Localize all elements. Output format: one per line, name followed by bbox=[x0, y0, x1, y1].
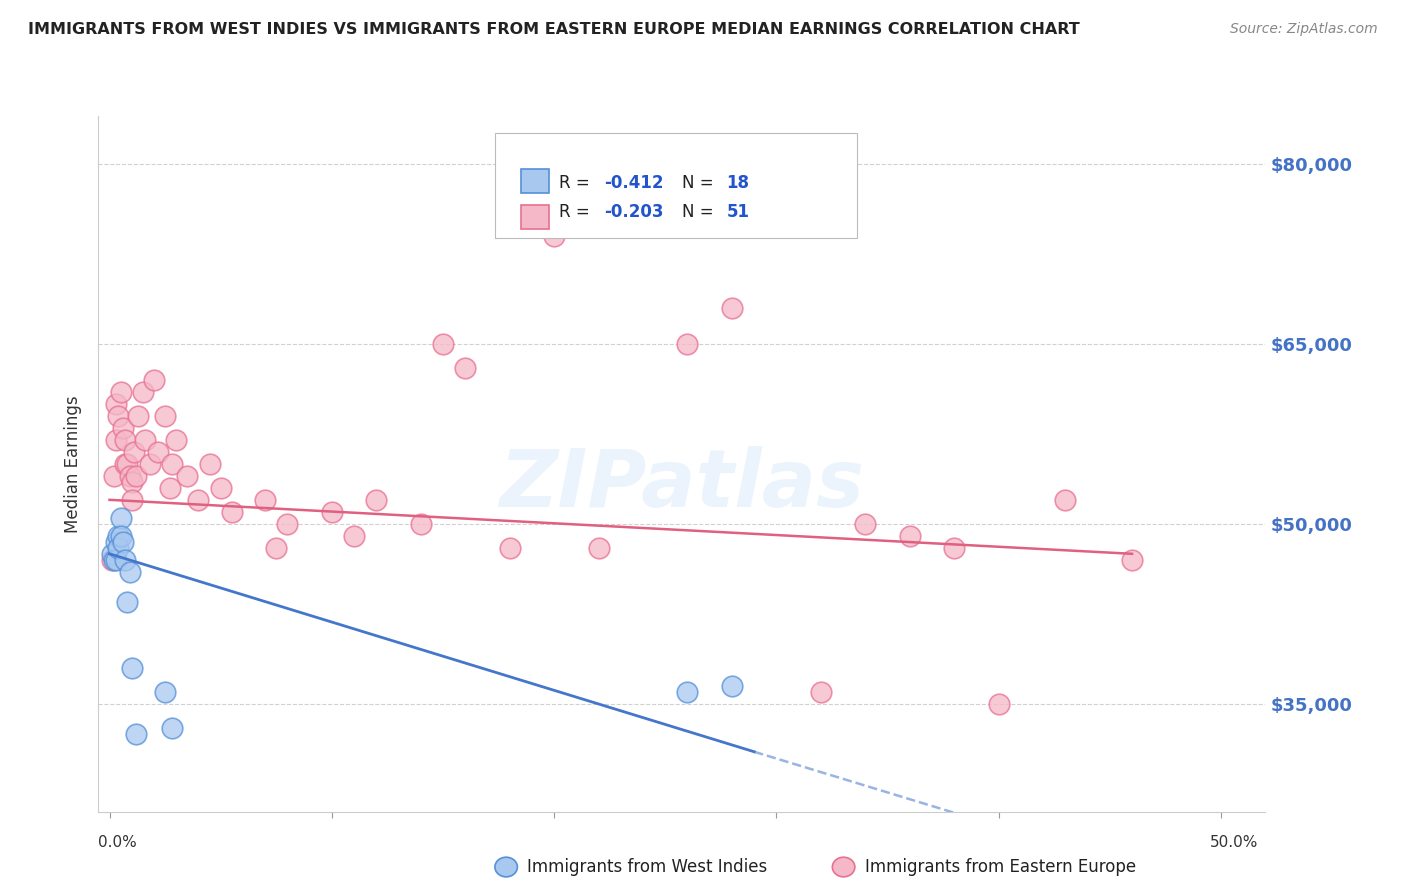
Point bbox=[588, 541, 610, 555]
Point bbox=[114, 553, 136, 567]
Point bbox=[110, 511, 132, 525]
Point bbox=[110, 529, 132, 543]
Point bbox=[676, 337, 699, 351]
Text: Immigrants from West Indies: Immigrants from West Indies bbox=[527, 858, 768, 876]
Point bbox=[432, 337, 454, 351]
Point bbox=[343, 529, 366, 543]
Point bbox=[103, 468, 125, 483]
Point bbox=[148, 445, 170, 459]
Point bbox=[138, 457, 160, 471]
Point bbox=[110, 384, 132, 399]
Point bbox=[721, 679, 744, 693]
Point bbox=[254, 492, 277, 507]
Point bbox=[143, 373, 166, 387]
Text: IMMIGRANTS FROM WEST INDIES VS IMMIGRANTS FROM EASTERN EUROPE MEDIAN EARNINGS CO: IMMIGRANTS FROM WEST INDIES VS IMMIGRANT… bbox=[28, 22, 1080, 37]
Point bbox=[105, 433, 128, 447]
Point bbox=[1054, 492, 1077, 507]
Point bbox=[118, 468, 141, 483]
Point bbox=[943, 541, 966, 555]
Point bbox=[122, 445, 145, 459]
Text: 18: 18 bbox=[727, 175, 749, 193]
Point bbox=[111, 421, 134, 435]
Point bbox=[117, 457, 139, 471]
Point bbox=[187, 492, 209, 507]
Y-axis label: Median Earnings: Median Earnings bbox=[65, 395, 83, 533]
Point bbox=[114, 433, 136, 447]
Point bbox=[1121, 553, 1143, 567]
Point bbox=[160, 721, 183, 735]
Text: N =: N = bbox=[682, 175, 718, 193]
Point bbox=[100, 553, 122, 567]
Point bbox=[127, 409, 149, 423]
Point bbox=[103, 553, 125, 567]
Point bbox=[121, 661, 143, 675]
Text: 51: 51 bbox=[727, 203, 749, 221]
Point bbox=[111, 534, 134, 549]
Text: 50.0%: 50.0% bbox=[1211, 836, 1258, 850]
Point bbox=[117, 595, 139, 609]
Point bbox=[853, 516, 876, 531]
FancyBboxPatch shape bbox=[520, 205, 548, 229]
Point bbox=[160, 457, 183, 471]
Point bbox=[105, 534, 128, 549]
Point bbox=[132, 384, 155, 399]
Point bbox=[454, 360, 477, 375]
Point bbox=[105, 397, 128, 411]
Point bbox=[321, 505, 343, 519]
Text: R =: R = bbox=[560, 175, 595, 193]
Point bbox=[134, 433, 156, 447]
Point bbox=[105, 553, 128, 567]
Point bbox=[107, 541, 129, 555]
Point bbox=[159, 481, 181, 495]
Point bbox=[543, 228, 565, 243]
Point bbox=[153, 685, 176, 699]
Text: 0.0%: 0.0% bbox=[98, 836, 138, 850]
Point bbox=[107, 529, 129, 543]
Point bbox=[409, 516, 432, 531]
Point bbox=[221, 505, 243, 519]
Text: -0.412: -0.412 bbox=[603, 175, 664, 193]
Text: ZIPatlas: ZIPatlas bbox=[499, 446, 865, 524]
Point bbox=[118, 565, 141, 579]
Point bbox=[209, 481, 232, 495]
Point bbox=[107, 409, 129, 423]
Point bbox=[498, 541, 520, 555]
Point bbox=[676, 685, 699, 699]
FancyBboxPatch shape bbox=[520, 169, 548, 194]
Point bbox=[898, 529, 921, 543]
Point bbox=[987, 697, 1010, 711]
Text: R =: R = bbox=[560, 203, 595, 221]
Point bbox=[125, 468, 148, 483]
Point bbox=[721, 301, 744, 315]
Point bbox=[153, 409, 176, 423]
Point bbox=[114, 457, 136, 471]
Point bbox=[276, 516, 298, 531]
Point bbox=[264, 541, 287, 555]
Point bbox=[121, 492, 143, 507]
Point bbox=[100, 547, 122, 561]
Point bbox=[176, 468, 198, 483]
Point bbox=[121, 475, 143, 489]
Point bbox=[198, 457, 221, 471]
Text: Immigrants from Eastern Europe: Immigrants from Eastern Europe bbox=[865, 858, 1136, 876]
Point bbox=[366, 492, 388, 507]
Point bbox=[125, 727, 148, 741]
Text: -0.203: -0.203 bbox=[603, 203, 664, 221]
Text: N =: N = bbox=[682, 203, 718, 221]
FancyBboxPatch shape bbox=[495, 134, 856, 238]
Text: Source: ZipAtlas.com: Source: ZipAtlas.com bbox=[1230, 22, 1378, 37]
Point bbox=[810, 685, 832, 699]
Point bbox=[165, 433, 187, 447]
